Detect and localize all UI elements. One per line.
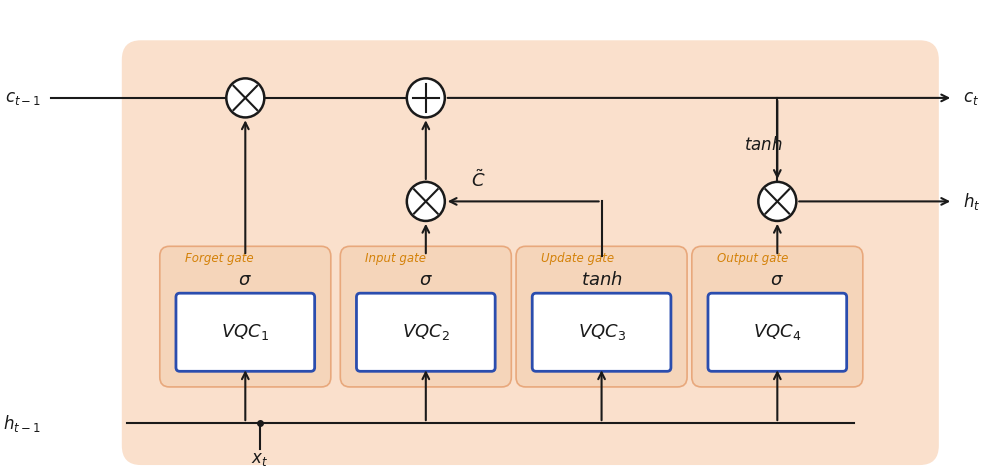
Text: Input gate: Input gate [365, 252, 426, 264]
FancyBboxPatch shape [160, 246, 331, 387]
Circle shape [226, 78, 264, 118]
FancyBboxPatch shape [692, 246, 863, 387]
FancyBboxPatch shape [122, 40, 939, 465]
Circle shape [407, 182, 445, 221]
Text: Update gate: Update gate [541, 252, 614, 264]
FancyBboxPatch shape [340, 246, 511, 387]
FancyBboxPatch shape [532, 293, 671, 371]
Text: $\sigma$: $\sigma$ [238, 271, 252, 289]
Circle shape [407, 78, 445, 118]
FancyBboxPatch shape [708, 293, 847, 371]
Text: $\sigma$: $\sigma$ [419, 271, 433, 289]
FancyBboxPatch shape [516, 246, 687, 387]
Text: $\tilde{C}$: $\tilde{C}$ [471, 169, 485, 191]
Circle shape [758, 182, 796, 221]
FancyBboxPatch shape [176, 293, 315, 371]
Text: $tanh$: $tanh$ [581, 271, 622, 289]
Text: $tanh$: $tanh$ [744, 136, 782, 154]
FancyBboxPatch shape [356, 293, 495, 371]
Text: $h_t$: $h_t$ [963, 191, 980, 212]
Text: $h_{t-1}$: $h_{t-1}$ [3, 412, 41, 434]
Text: $c_t$: $c_t$ [963, 89, 979, 107]
Text: $VQC_1$: $VQC_1$ [221, 322, 269, 342]
Text: $VQC_2$: $VQC_2$ [402, 322, 450, 342]
Text: $x_t$: $x_t$ [251, 450, 268, 468]
Text: Output gate: Output gate [717, 252, 788, 264]
Text: $VQC_3$: $VQC_3$ [578, 322, 626, 342]
Text: $VQC_4$: $VQC_4$ [753, 322, 801, 342]
Text: Forget gate: Forget gate [185, 252, 253, 264]
Text: $\sigma$: $\sigma$ [770, 271, 784, 289]
Text: $c_{t-1}$: $c_{t-1}$ [5, 89, 41, 107]
